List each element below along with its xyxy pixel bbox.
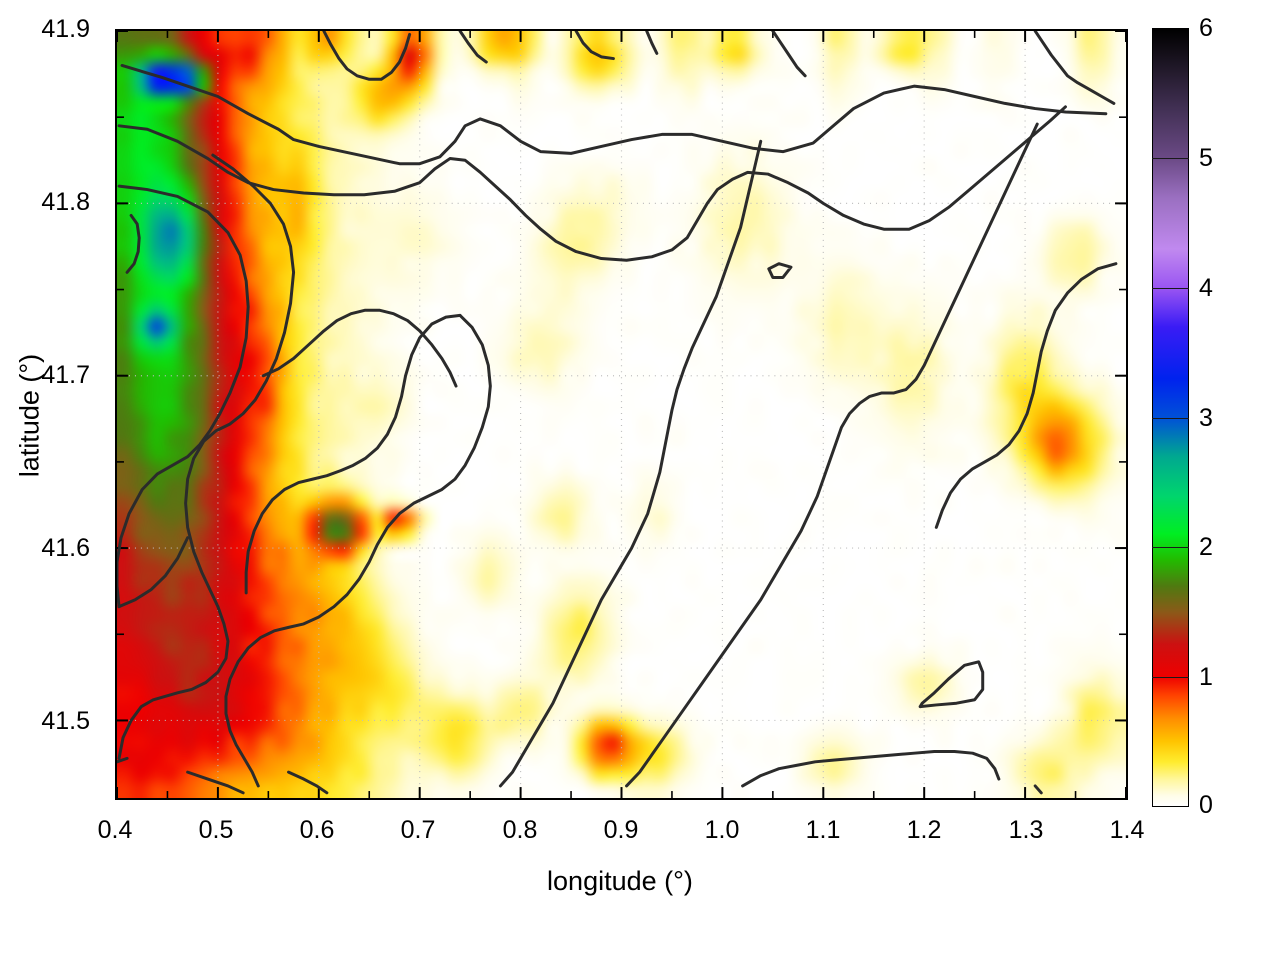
colorbar-label-5: 5	[1199, 144, 1213, 172]
contour-path	[244, 313, 462, 595]
x-axis-label: longitude (°)	[547, 866, 693, 896]
contour-path	[498, 139, 763, 788]
xtick-label-1.4: 1.4	[1109, 816, 1145, 844]
ytick-label-41.7: 41.7	[41, 361, 90, 389]
ytick-label-41.9: 41.9	[41, 15, 90, 43]
contour-path	[117, 756, 129, 764]
contour-path	[741, 749, 1001, 788]
plot-area	[115, 29, 1128, 800]
ytick-label-41.8: 41.8	[41, 188, 90, 216]
contour-path	[645, 31, 659, 55]
contour-path	[261, 308, 458, 388]
contour-path	[767, 262, 793, 279]
contour-path	[934, 262, 1118, 529]
contour-path	[771, 31, 807, 78]
xtick-label-0.8: 0.8	[502, 816, 538, 844]
ytick-label-41.6: 41.6	[41, 534, 90, 562]
colorbar-label-6: 6	[1199, 14, 1213, 42]
xtick-label-1.2: 1.2	[906, 816, 942, 844]
contour-path	[186, 770, 245, 795]
colorbar-label-4: 4	[1199, 274, 1213, 302]
contour-path	[458, 31, 488, 64]
ytick-label-41.5: 41.5	[41, 707, 90, 735]
xtick-label-0.9: 0.9	[603, 816, 639, 844]
contour-path	[120, 63, 1108, 166]
contour-path	[117, 153, 296, 760]
colorbar-label-1: 1	[1199, 663, 1213, 691]
xtick-label-1.1: 1.1	[805, 816, 841, 844]
colorbar-tick-2	[1152, 547, 1189, 548]
contour-path	[287, 770, 329, 795]
y-axis-label: latitude (°)	[14, 353, 45, 478]
colorbar-tick-5	[1152, 158, 1189, 159]
contour-path	[574, 31, 615, 61]
contour-path	[224, 313, 492, 788]
colorbar-label-0: 0	[1199, 791, 1213, 819]
contour-path	[1033, 31, 1116, 105]
contour-path	[322, 31, 412, 81]
contour-path	[117, 184, 250, 609]
contour-path	[125, 213, 141, 274]
colorbar-tick-4	[1152, 288, 1189, 289]
contour-path	[918, 660, 985, 709]
contour-lines-layer	[117, 31, 1118, 795]
colorbar-tick-1	[1152, 677, 1189, 678]
colorbar-label-2: 2	[1199, 533, 1213, 561]
xtick-label-0.4: 0.4	[97, 816, 133, 844]
xtick-label-1.3: 1.3	[1008, 816, 1044, 844]
xtick-label-0.5: 0.5	[198, 816, 234, 844]
colorbar-label-3: 3	[1199, 404, 1213, 432]
contour-path	[1033, 784, 1043, 795]
colorbar-tick-3	[1152, 418, 1189, 419]
contour-path	[625, 122, 1039, 788]
xtick-label-0.7: 0.7	[400, 816, 436, 844]
xtick-label-1.0: 1.0	[704, 816, 740, 844]
gridlines-layer	[117, 31, 1126, 798]
contour-path	[117, 105, 1067, 262]
contour-path	[117, 536, 190, 609]
xtick-label-0.6: 0.6	[299, 816, 335, 844]
